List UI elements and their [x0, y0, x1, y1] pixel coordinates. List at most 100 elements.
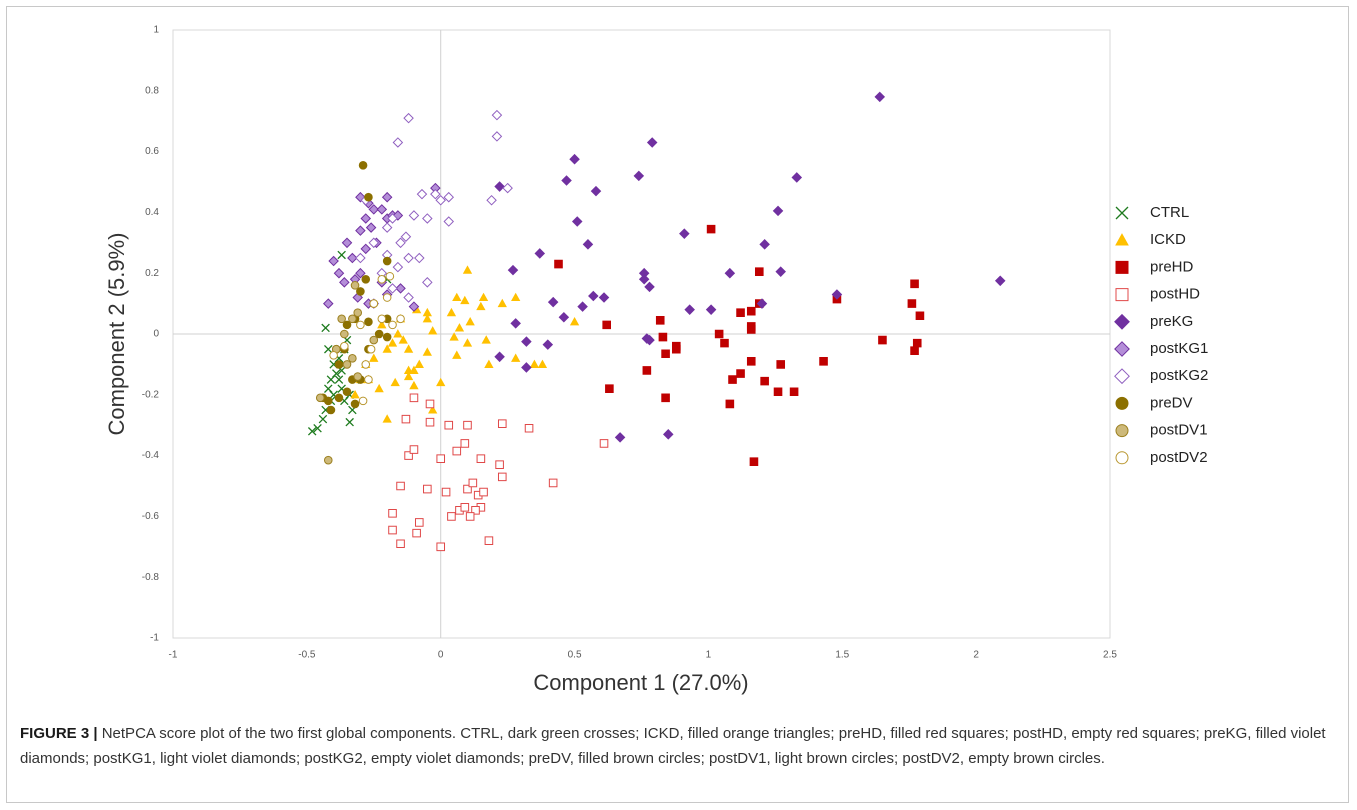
point [409, 445, 419, 454]
point [392, 261, 404, 273]
point [486, 194, 497, 206]
point [452, 350, 462, 359]
point [409, 380, 419, 390]
point [679, 228, 690, 239]
point [360, 243, 372, 255]
point [342, 387, 352, 397]
point [348, 314, 357, 324]
point [756, 298, 768, 309]
point [491, 131, 503, 142]
point [395, 283, 406, 294]
point [356, 320, 365, 330]
point [819, 357, 828, 366]
point [377, 274, 387, 284]
point [478, 292, 489, 302]
point [789, 387, 799, 397]
point [537, 359, 548, 368]
point [725, 399, 735, 409]
point [452, 292, 462, 302]
legend-marker [1115, 206, 1129, 220]
point [353, 372, 363, 381]
point [476, 454, 486, 463]
point [542, 339, 554, 350]
point [435, 194, 446, 206]
point [369, 299, 379, 308]
legend-marker [1115, 288, 1129, 302]
point [684, 304, 695, 315]
y-axis-label: Component 2 (5.9%) [104, 233, 129, 436]
point [497, 472, 507, 482]
point [360, 213, 372, 224]
point [334, 393, 344, 403]
point [776, 360, 786, 369]
point [912, 338, 922, 348]
point [382, 344, 392, 353]
point [390, 377, 400, 387]
legend-label: preKG [1150, 313, 1193, 330]
y-tick-label: 0.2 [145, 268, 159, 279]
legend-label: postDV1 [1150, 422, 1208, 439]
point [366, 344, 376, 354]
point [577, 301, 588, 312]
legend-marker [1115, 233, 1129, 246]
point [388, 320, 397, 330]
point [465, 512, 475, 521]
point [345, 417, 354, 427]
point [403, 344, 414, 353]
point [481, 335, 491, 344]
point [324, 344, 333, 354]
point [361, 274, 371, 284]
legend-label: postHD [1150, 286, 1200, 303]
y-tick-label: 0 [153, 329, 159, 340]
point [484, 359, 494, 368]
point [633, 170, 645, 182]
point [907, 299, 917, 308]
legend-label: CTRL [1150, 204, 1189, 221]
y-tick-label: -0.8 [142, 572, 160, 583]
point [521, 362, 532, 373]
point [497, 419, 507, 428]
point [658, 332, 668, 342]
point [318, 414, 328, 424]
legend-marker [1115, 396, 1129, 410]
point [348, 354, 357, 363]
point [529, 359, 540, 368]
point [661, 393, 670, 403]
point [324, 384, 333, 393]
point [341, 237, 353, 249]
point [749, 457, 759, 466]
legend-label: postKG1 [1150, 340, 1208, 357]
point [462, 265, 473, 274]
point [334, 375, 344, 384]
point [352, 292, 363, 303]
point [663, 429, 674, 440]
point [385, 271, 395, 281]
point [355, 252, 366, 264]
point [361, 360, 371, 369]
point [337, 314, 346, 324]
point [878, 335, 887, 345]
point [460, 502, 470, 512]
point [368, 204, 380, 215]
point [436, 454, 446, 463]
legend-marker [1115, 451, 1129, 465]
point [772, 205, 784, 217]
point [510, 318, 521, 329]
point [409, 365, 419, 375]
point [340, 341, 349, 351]
point [484, 536, 494, 546]
y-tick-label: -0.4 [142, 450, 160, 461]
point [364, 317, 373, 327]
x-tick-label: 0 [438, 650, 444, 661]
point [381, 191, 393, 203]
point [408, 301, 420, 312]
point [443, 216, 455, 227]
point [605, 384, 614, 394]
point [364, 375, 373, 384]
point [403, 112, 414, 124]
legend-label: postDV2 [1150, 449, 1208, 466]
point [339, 277, 350, 288]
point [412, 528, 421, 538]
legend-marker [1115, 424, 1129, 438]
